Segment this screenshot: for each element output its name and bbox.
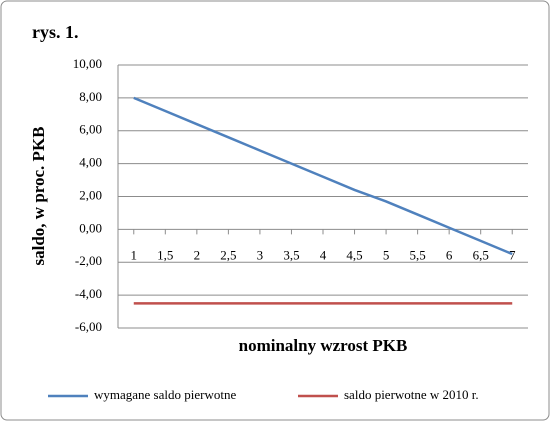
x-tick-label: 5,5 (409, 247, 425, 262)
x-tick-label: 4 (320, 247, 327, 262)
y-tick-label: 10,00 (73, 56, 102, 71)
x-tick-label: 1 (131, 247, 138, 262)
x-tick-label: 3 (257, 247, 264, 262)
y-tick-label: 6,00 (79, 122, 102, 137)
y-tick-label: -6,00 (75, 319, 102, 334)
chart-title: rys. 1. (32, 22, 79, 42)
x-tick-label: 1,5 (157, 247, 173, 262)
y-tick-label: 2,00 (79, 187, 102, 202)
x-tick-label: 4,5 (346, 247, 362, 262)
x-axis-title: nominalny wzrost PKB (239, 336, 408, 355)
series-line (133, 96, 513, 256)
x-tick-label: 7 (509, 247, 516, 262)
x-tick-label: 6,5 (473, 247, 489, 262)
y-tick-label: -2,00 (75, 253, 102, 268)
y-axis-title: saldo, w proc. PKB (29, 126, 48, 265)
legend-label: saldo pierwotne w 2010 r. (344, 387, 479, 402)
y-tick-label: -4,00 (75, 286, 102, 301)
x-tick-label: 2 (194, 247, 201, 262)
x-tick-label: 2,5 (220, 247, 236, 262)
y-tick-label: 8,00 (79, 89, 102, 104)
x-tick-label: 3,5 (283, 247, 299, 262)
y-tick-label: 4,00 (79, 155, 102, 170)
x-tick-label: 5 (383, 247, 390, 262)
y-tick-label: 0,00 (79, 220, 102, 235)
x-tick-label: 6 (446, 247, 453, 262)
legend-label: wymagane saldo pierwotne (94, 387, 236, 402)
